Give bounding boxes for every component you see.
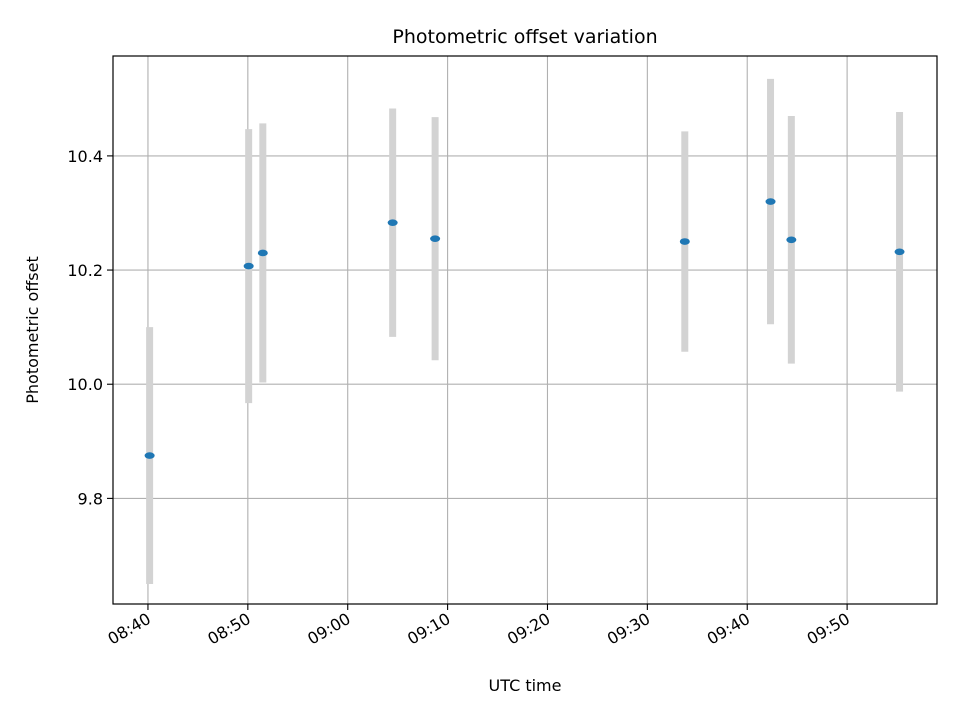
data-point bbox=[894, 248, 905, 256]
y-tick-label: 10.2 bbox=[67, 261, 103, 280]
y-axis-label: Photometric offset bbox=[23, 256, 42, 404]
data-point bbox=[679, 238, 690, 245]
data-point bbox=[243, 262, 254, 270]
y-tick-label: 10.0 bbox=[67, 375, 103, 394]
plot-area bbox=[113, 56, 937, 604]
data-point bbox=[430, 235, 441, 242]
y-tick-label: 10.4 bbox=[67, 147, 103, 166]
data-point bbox=[765, 198, 776, 205]
plot-frame bbox=[112, 55, 938, 605]
x-axis-label: UTC time bbox=[489, 676, 562, 695]
y-axis-ticks: 9.8 10.0 10.2 10.4 bbox=[67, 147, 113, 508]
chart-title: Photometric offset variation bbox=[392, 26, 657, 48]
data-point bbox=[387, 219, 398, 226]
data-point bbox=[786, 236, 797, 244]
data-points bbox=[144, 198, 905, 459]
data-point bbox=[257, 249, 268, 257]
y-tick-label: 9.8 bbox=[78, 489, 103, 508]
data-point bbox=[144, 452, 155, 459]
